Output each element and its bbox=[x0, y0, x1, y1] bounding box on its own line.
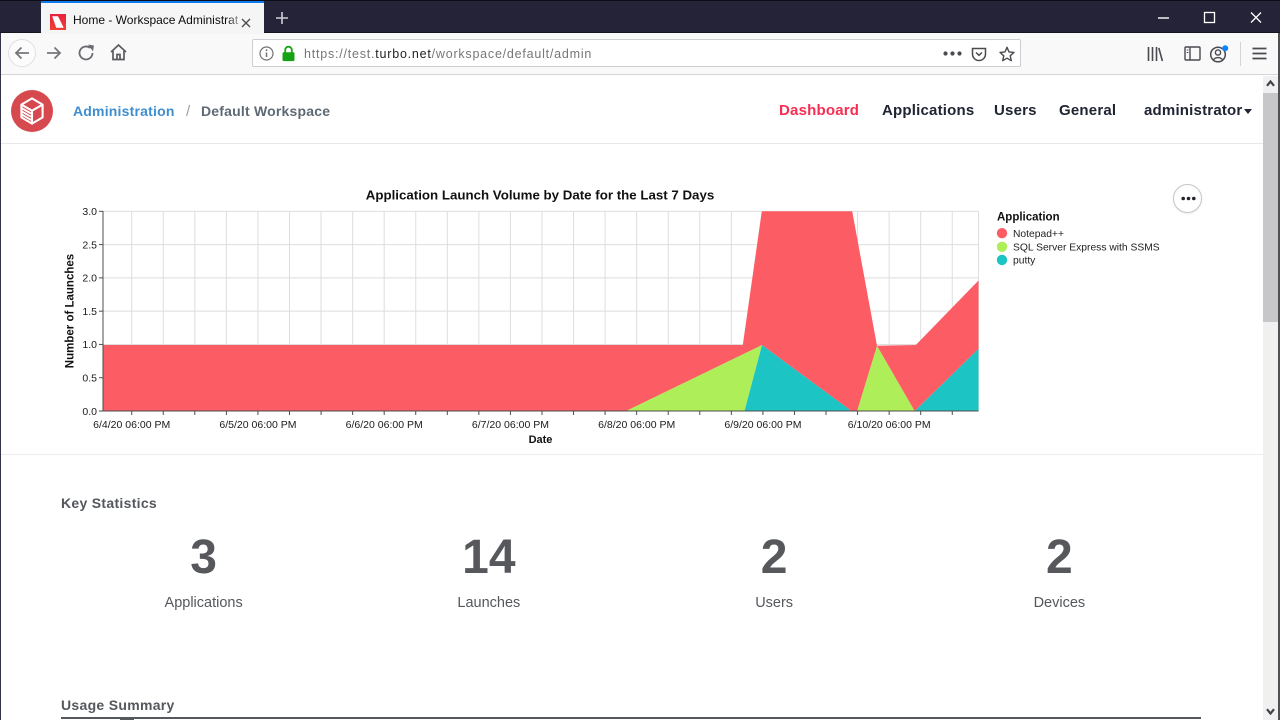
svg-text:6/7/20 06:00 PM: 6/7/20 06:00 PM bbox=[472, 419, 549, 431]
svg-text:6/4/20 06:00 PM: 6/4/20 06:00 PM bbox=[93, 419, 170, 431]
svg-text:Application: Application bbox=[997, 212, 1060, 224]
svg-text:6/8/20 06:00 PM: 6/8/20 06:00 PM bbox=[598, 419, 675, 431]
svg-text:6/10/20 06:00 PM: 6/10/20 06:00 PM bbox=[848, 419, 931, 431]
svg-text:0.0: 0.0 bbox=[82, 406, 97, 418]
svg-text:6/5/20 06:00 PM: 6/5/20 06:00 PM bbox=[219, 419, 296, 431]
svg-text:Date: Date bbox=[529, 434, 553, 446]
svg-text:1.5: 1.5 bbox=[82, 306, 97, 318]
svg-text:6/6/20 06:00 PM: 6/6/20 06:00 PM bbox=[346, 419, 423, 431]
svg-text:Notepad++: Notepad++ bbox=[1013, 229, 1064, 240]
svg-text:2.0: 2.0 bbox=[82, 273, 97, 285]
svg-text:Application Launch Volume by D: Application Launch Volume by Date for th… bbox=[366, 188, 715, 203]
svg-text:3.0: 3.0 bbox=[82, 206, 97, 218]
svg-text:Number of Launches: Number of Launches bbox=[65, 254, 77, 368]
svg-text:2.5: 2.5 bbox=[82, 239, 97, 251]
svg-text:1.0: 1.0 bbox=[82, 339, 97, 351]
svg-text:putty: putty bbox=[1013, 256, 1036, 267]
svg-text:0.5: 0.5 bbox=[82, 373, 97, 385]
svg-text:SQL Server Express with SSMS: SQL Server Express with SSMS bbox=[1013, 242, 1160, 253]
svg-text:6/9/20 06:00 PM: 6/9/20 06:00 PM bbox=[724, 419, 801, 431]
